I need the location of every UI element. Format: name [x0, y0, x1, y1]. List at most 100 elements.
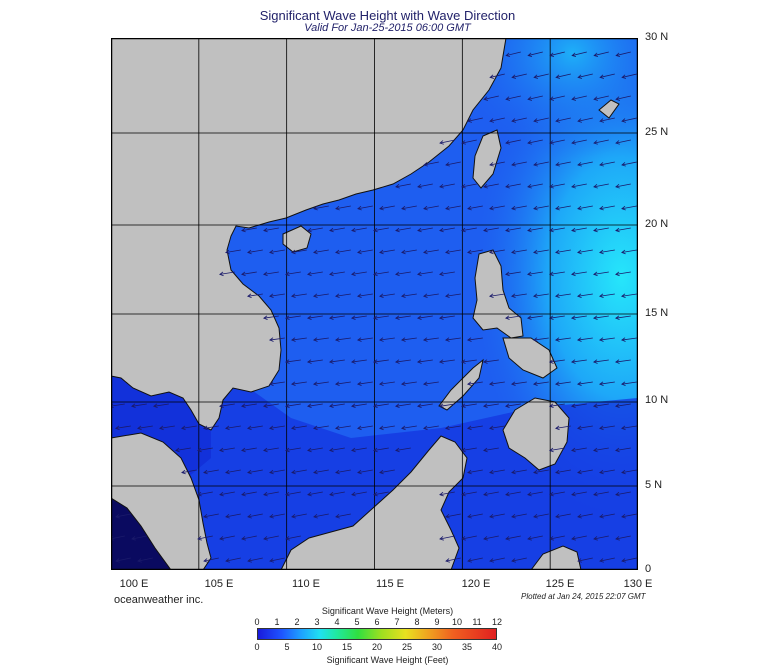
wave-direction-arrow — [372, 359, 389, 364]
wave-direction-arrow — [445, 293, 461, 299]
wave-direction-arrow — [533, 469, 549, 475]
wave-direction-arrow — [505, 227, 521, 233]
land-hainan[interactable] — [282, 225, 312, 253]
lon-label-125e: 125 E — [545, 578, 575, 590]
wave-direction-arrow — [241, 271, 257, 277]
wave-direction-arrow — [285, 535, 301, 541]
wave-direction-arrow — [577, 117, 593, 123]
lat-label-25n: 25 N — [645, 126, 669, 138]
wave-direction-arrow — [285, 491, 301, 497]
wave-direction-arrow — [247, 293, 263, 299]
wave-direction-arrow — [373, 491, 389, 497]
wave-direction-arrows — [111, 51, 637, 563]
wave-direction-arrow — [307, 447, 323, 453]
wave-direction-arrow — [197, 535, 213, 541]
land-ryukyu[interactable] — [598, 99, 620, 119]
lat-label-0: 0 — [645, 563, 652, 575]
wave-direction-arrow — [439, 535, 455, 541]
land-sulawesi[interactable] — [530, 545, 582, 570]
wave-direction-arrow — [505, 491, 521, 497]
feet-tick: 20 — [371, 642, 382, 652]
land-mainland[interactable] — [111, 38, 507, 431]
wave-direction-arrow — [527, 183, 543, 189]
lon-label-120e: 120 E — [461, 578, 491, 590]
wave-direction-arrow — [417, 403, 433, 409]
wave-direction-arrow — [335, 469, 351, 475]
wave-direction-arrow — [438, 315, 455, 320]
land-mindanao[interactable] — [502, 397, 570, 471]
meters-tick: 0 — [254, 617, 260, 627]
land-malay-peninsula[interactable] — [111, 432, 212, 570]
wave-direction-arrow — [549, 227, 565, 233]
wave-direction-arrow — [461, 491, 477, 497]
wave-direction-arrow — [593, 447, 609, 453]
meters-tick: 2 — [294, 617, 300, 627]
wave-direction-arrow — [489, 425, 505, 431]
wave-direction-arrow — [511, 557, 527, 563]
land-luzon[interactable] — [472, 249, 524, 339]
wave-direction-arrow — [599, 557, 615, 563]
wave-direction-arrow — [621, 469, 637, 475]
wave-direction-arrow — [395, 227, 411, 233]
wave-direction-arrow — [511, 73, 527, 79]
wave-direction-arrow — [439, 139, 455, 145]
wave-direction-arrow — [356, 337, 373, 342]
land-borneo[interactable] — [280, 435, 468, 570]
wave-direction-arrow — [505, 51, 521, 57]
wave-direction-arrow — [466, 381, 483, 386]
wave-direction-arrow — [219, 535, 235, 541]
wave-direction-arrow — [460, 359, 477, 364]
wave-direction-arrow — [621, 293, 637, 299]
wave-direction-arrow — [483, 447, 499, 453]
wave-direction-arrow — [445, 557, 461, 563]
wave-direction-arrow — [527, 95, 543, 101]
land-palawan[interactable] — [438, 358, 484, 411]
wave-direction-arrow — [423, 205, 439, 211]
wave-direction-arrow — [400, 337, 417, 342]
wave-direction-arrow — [379, 205, 395, 211]
wave-direction-arrow — [312, 337, 329, 342]
wave-direction-arrow — [615, 447, 631, 453]
wave-direction-arrow — [329, 447, 345, 453]
wave-direction-arrow — [269, 249, 285, 255]
wave-direction-arrow — [621, 205, 637, 211]
wave-direction-arrow — [351, 447, 367, 453]
wave-direction-arrow — [416, 315, 433, 320]
meters-tick: 8 — [414, 617, 420, 627]
wave-direction-arrow — [115, 513, 131, 519]
wave-direction-arrow — [445, 249, 461, 255]
wave-direction-arrow — [423, 425, 439, 431]
wave-direction-arrow — [329, 403, 345, 409]
wave-direction-arrow — [241, 491, 257, 497]
feet-tick: 30 — [431, 642, 442, 652]
wave-direction-arrow — [351, 271, 367, 277]
wave-direction-arrow — [225, 469, 241, 475]
wave-direction-arrow — [225, 557, 241, 563]
wave-direction-arrow — [313, 425, 329, 431]
wave-direction-arrow — [505, 403, 521, 409]
feet-tick: 10 — [311, 642, 322, 652]
wave-direction-arrow — [621, 425, 637, 431]
wave-direction-arrow — [548, 315, 565, 320]
wave-direction-arrow — [527, 491, 543, 497]
wave-direction-arrow — [571, 139, 587, 145]
wave-direction-arrow — [621, 249, 637, 255]
wave-direction-arrow — [291, 513, 307, 519]
wave-direction-arrow — [159, 425, 175, 431]
wave-direction-arrow — [505, 535, 521, 541]
wave-direction-arrow — [307, 403, 323, 409]
wave-direction-arrow — [268, 337, 285, 342]
credit-text: oceanweather inc. — [114, 594, 204, 606]
wave-direction-arrow — [577, 161, 593, 167]
wave-direction-arrow — [329, 271, 345, 277]
wave-direction-arrow — [241, 403, 257, 409]
wave-direction-arrow — [598, 337, 615, 342]
wave-direction-arrow — [620, 381, 637, 386]
wave-direction-arrow — [615, 139, 631, 145]
wave-direction-arrow — [241, 227, 257, 233]
wave-direction-arrow — [615, 183, 631, 189]
wave-direction-arrow — [483, 183, 499, 189]
wave-direction-arrow — [312, 381, 329, 386]
wave-direction-arrow — [219, 447, 235, 453]
wave-direction-arrow — [247, 513, 263, 519]
